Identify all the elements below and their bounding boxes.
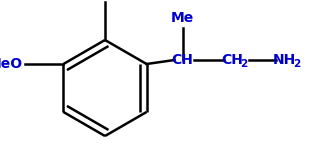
Text: NH: NH <box>273 53 296 67</box>
Text: CH: CH <box>222 53 243 67</box>
Text: MeO: MeO <box>0 57 22 71</box>
Text: 2: 2 <box>293 59 300 69</box>
Text: Me: Me <box>171 11 194 25</box>
Text: 2: 2 <box>240 59 247 69</box>
Text: CH: CH <box>171 53 193 67</box>
